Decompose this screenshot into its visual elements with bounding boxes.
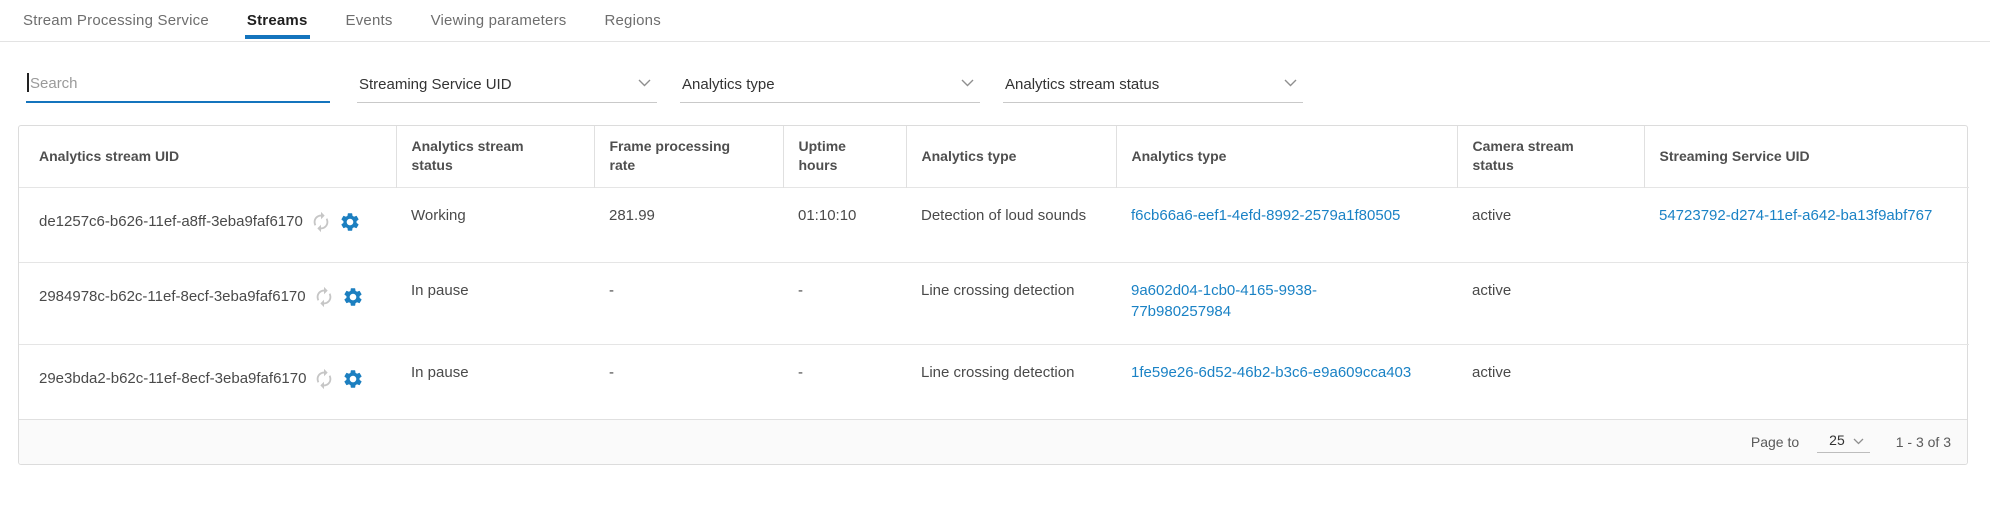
page-size-value: 25: [1829, 431, 1845, 448]
table-row: 29e3bda2-b62c-11ef-8ecf-3eba9faf6170 In …: [19, 343, 1969, 419]
tab-viewing-parameters[interactable]: Viewing parameters: [430, 12, 567, 29]
search-input[interactable]: [26, 75, 330, 101]
camera-stream-status: active: [1472, 206, 1512, 224]
uptime-hours: -: [798, 363, 803, 381]
analytics-type-uid-link[interactable]: 1fe59e26-6d52-46b2-b3c6-e9a609cca403: [1131, 363, 1412, 381]
filter-label: Analytics type: [682, 76, 775, 93]
chevron-down-icon: [1284, 74, 1297, 91]
camera-stream-status: active: [1472, 281, 1512, 299]
tab-regions[interactable]: Regions: [604, 12, 661, 29]
col-header-analytics-stream-uid: Analytics stream UID: [39, 147, 180, 164]
stream-status: In pause: [411, 363, 469, 381]
gear-icon[interactable]: [342, 286, 364, 308]
chevron-down-icon: [1853, 432, 1864, 448]
streams-table: Analytics stream UID Analytics stream st…: [19, 126, 1969, 419]
streams-table-card: Analytics stream UID Analytics stream st…: [18, 125, 1969, 465]
tab-stream-processing-service[interactable]: Stream Processing Service: [23, 12, 209, 29]
gear-icon[interactable]: [342, 368, 364, 390]
uptime-hours: 01:10:10: [798, 206, 857, 224]
analytics-type-uid-link[interactable]: f6cb66a6-eef1-4efd-8992-2579a1f80505: [1131, 206, 1401, 224]
gear-icon[interactable]: [339, 211, 361, 233]
analytics-type-name: Detection of loud sounds: [921, 206, 1087, 224]
frame-processing-rate: -: [609, 281, 614, 299]
analytics-type-uid-link[interactable]: 9a602d04-1cb0-4165-9938-77b980257984: [1131, 281, 1317, 320]
stream-uid: de1257c6-b626-11ef-a8ff-3eba9faf6170: [39, 213, 303, 230]
filter-streaming-service-uid[interactable]: Streaming Service UID: [357, 63, 657, 103]
table-header-row: Analytics stream UID Analytics stream st…: [19, 126, 1969, 187]
refresh-icon[interactable]: [313, 286, 335, 308]
stream-status: In pause: [411, 281, 469, 299]
uptime-hours: -: [798, 281, 803, 299]
col-header-uptime-hours: Uptime hours: [782, 126, 906, 187]
analytics-type-name: Line crossing detection: [921, 281, 1075, 299]
refresh-icon[interactable]: [310, 211, 332, 233]
stream-uid: 29e3bda2-b62c-11ef-8ecf-3eba9faf6170: [39, 370, 307, 387]
tab-events[interactable]: Events: [345, 12, 393, 29]
page-to-label: Page to: [1750, 434, 1800, 450]
chevron-down-icon: [961, 74, 974, 91]
camera-stream-status: active: [1472, 363, 1512, 381]
table-footer: Page to 25 1 - 3 of 3: [19, 419, 1967, 464]
col-header-analytics-type-uid: Analytics type: [1115, 126, 1457, 187]
stream-status: Working: [411, 206, 466, 224]
col-header-frame-processing-rate: Frame processing rate: [593, 126, 783, 187]
filter-analytics-stream-status[interactable]: Analytics stream status: [1003, 63, 1303, 103]
refresh-icon[interactable]: [313, 368, 335, 390]
filter-row: Streaming Service UID Analytics type Ana…: [0, 63, 1990, 103]
streaming-service-uid-link[interactable]: 54723792-d274-11ef-a642-ba13f9abf767: [1659, 206, 1933, 224]
table-row: de1257c6-b626-11ef-a8ff-3eba9faf6170 Wor…: [19, 186, 1969, 262]
top-tab-bar: Stream Processing Service Streams Events…: [0, 0, 1990, 42]
col-header-analytics-stream-status: Analytics stream status: [395, 126, 594, 187]
analytics-type-name: Line crossing detection: [921, 363, 1075, 381]
filter-label: Streaming Service UID: [359, 76, 512, 93]
col-header-streaming-service-uid: Streaming Service UID: [1643, 126, 1969, 187]
filter-label: Analytics stream status: [1005, 76, 1160, 93]
pagination-range: 1 - 3 of 3: [1895, 434, 1951, 450]
filter-analytics-type[interactable]: Analytics type: [680, 63, 980, 103]
search-field-wrapper: [26, 63, 330, 103]
table-row: 2984978c-b62c-11ef-8ecf-3eba9faf6170 In …: [19, 261, 1969, 344]
frame-processing-rate: -: [609, 363, 614, 381]
tab-streams[interactable]: Streams: [244, 0, 310, 41]
chevron-down-icon: [638, 74, 651, 91]
col-header-analytics-type: Analytics type: [905, 126, 1116, 187]
page-size-select[interactable]: 25: [1817, 432, 1870, 453]
stream-uid: 2984978c-b62c-11ef-8ecf-3eba9faf6170: [39, 288, 306, 305]
frame-processing-rate: 281.99: [609, 206, 655, 224]
col-header-camera-stream-status: Camera stream status: [1456, 126, 1644, 187]
